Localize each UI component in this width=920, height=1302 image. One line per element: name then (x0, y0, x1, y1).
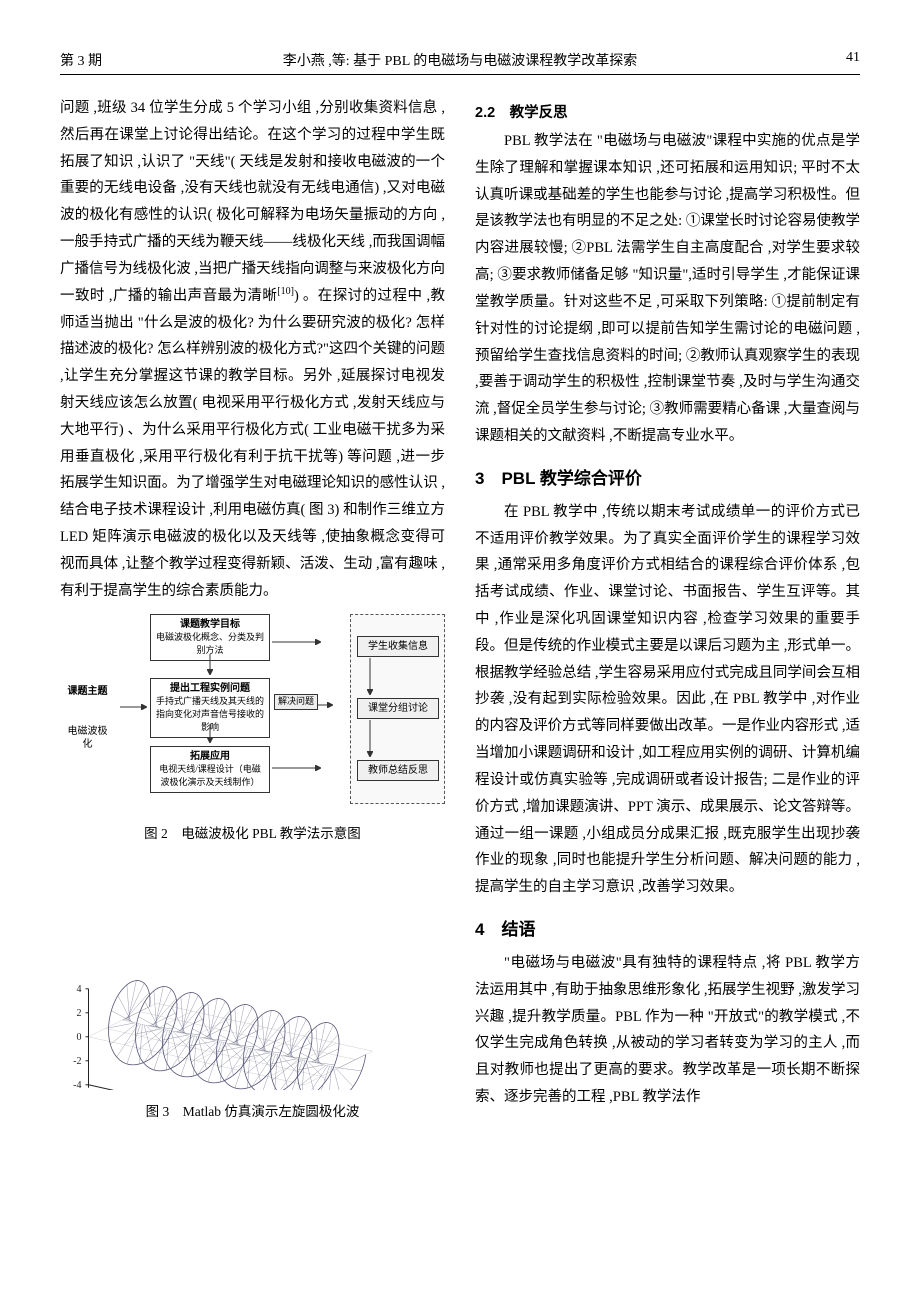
text: ) 。在探讨的过程中 ,教师适当抛出 "什么是波的极化? 为什么要研究波的极化?… (60, 288, 445, 599)
right-para-3: 在 PBL 教学中 ,传统以期末考试成绩单一的评价方式已不适用评价教学效果。为了… (475, 499, 860, 901)
node-goal-title: 课题教学目标 (180, 619, 240, 630)
node-goal-sub: 电磁波极化概念、分类及判别方法 (156, 632, 264, 655)
svg-text:4: 4 (77, 984, 82, 995)
figure-3-matlab-plot: 420-2-4051015202530-4-2024zxy (60, 860, 445, 1090)
text: 问题 ,班级 34 位学生分成 5 个学习小组 ,分别收集资料信息 ,然后再在课… (60, 100, 445, 304)
section-3-title: 3 PBL 教学综合评价 (475, 464, 860, 489)
section-4-title: 4 结语 (475, 915, 860, 940)
node-extend-sub: 电视天线/课程设计（电磁波极化演示及天线制作） (159, 764, 261, 787)
page-header: 第 3 期 李小燕 ,等: 基于 PBL 的电磁场与电磁波课程教学改革探索 41 (60, 50, 860, 75)
node-collect: 学生收集信息 (357, 636, 439, 657)
figure-2-flowchart: 课题主题 电磁波极化 课题教学目标 电磁波极化概念、分类及判别方法 提出工程实例… (60, 612, 445, 812)
figure-3-caption: 图 3 Matlab 仿真演示左旋圆极化波 (60, 1100, 445, 1120)
issue-number: 第 3 期 (60, 50, 260, 70)
figure-3-svg: 420-2-4051015202530-4-2024zxy (60, 860, 445, 1090)
left-para-1: 问题 ,班级 34 位学生分成 5 个学习小组 ,分别收集资料信息 ,然后再在课… (60, 95, 445, 604)
right-column: 2.2 教学反思 PBL 教学法在 "电磁场与电磁波"课程中实施的优点是学生除了… (475, 95, 860, 1138)
node-extend: 拓展应用 电视天线/课程设计（电磁波极化演示及天线制作） (150, 746, 270, 793)
node-problem-sub: 手持式广播天线及其天线的指向变化对声音信号接收的影响 (156, 696, 264, 732)
left-label-wave: 电磁波极化 (60, 722, 115, 754)
subsection-2-2: 2.2 教学反思 (475, 101, 860, 122)
left-column: 问题 ,班级 34 位学生分成 5 个学习小组 ,分别收集资料信息 ,然后再在课… (60, 95, 445, 1138)
node-extend-title: 拓展应用 (190, 751, 230, 762)
page-number: 41 (660, 50, 860, 70)
node-discuss: 课堂分组讨论 (357, 698, 439, 719)
right-para-4: "电磁场与电磁波"具有独特的课程特点 ,将 PBL 教学方法运用其中 ,有助于抽… (475, 950, 860, 1111)
left-label-topic: 课题主题 (60, 682, 115, 701)
svg-text:-4: -4 (73, 1080, 81, 1090)
figure-2-caption: 图 2 电磁波极化 PBL 教学法示意图 (60, 822, 445, 842)
two-column-body: 问题 ,班级 34 位学生分成 5 个学习小组 ,分别收集资料信息 ,然后再在课… (60, 95, 860, 1138)
node-solve: 解决问题 (274, 694, 318, 710)
right-para-2-2: PBL 教学法在 "电磁场与电磁波"课程中实施的优点是学生除了理解和掌握课本知识… (475, 128, 860, 450)
node-reflect: 教师总结反思 (357, 760, 439, 781)
citation-ref: [10] (277, 286, 294, 297)
svg-text:2: 2 (77, 1008, 82, 1019)
svg-text:-2: -2 (73, 1056, 81, 1067)
running-title: 李小燕 ,等: 基于 PBL 的电磁场与电磁波课程教学改革探索 (260, 50, 660, 70)
svg-text:0: 0 (77, 1032, 82, 1043)
node-goal: 课题教学目标 电磁波极化概念、分类及判别方法 (150, 614, 270, 661)
node-problem-title: 提出工程实例问题 (170, 683, 250, 694)
node-problem: 提出工程实例问题 手持式广播天线及其天线的指向变化对声音信号接收的影响 (150, 678, 270, 738)
